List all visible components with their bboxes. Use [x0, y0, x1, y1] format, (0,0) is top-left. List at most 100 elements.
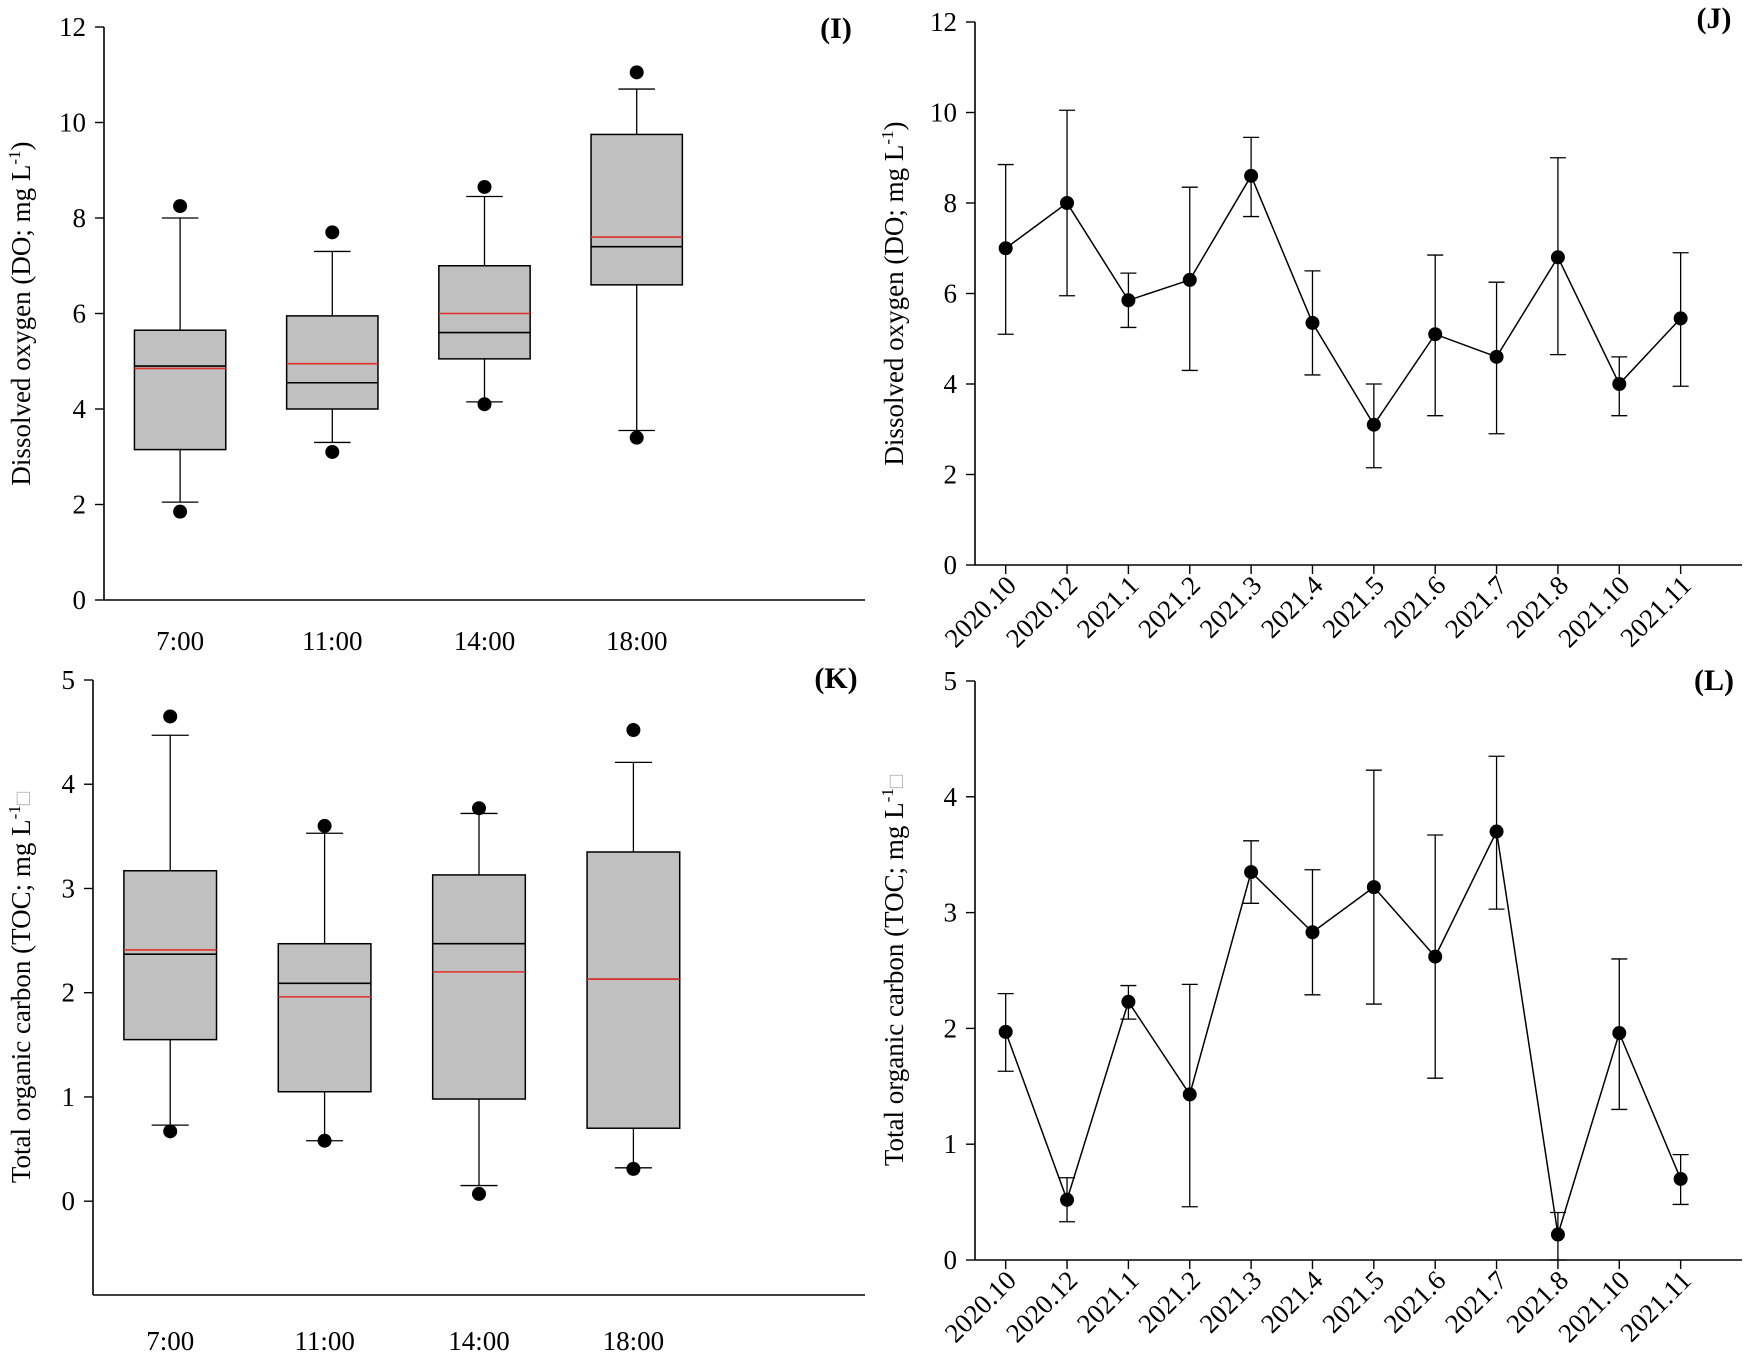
y-tick-label: 12: [59, 12, 86, 42]
y-tick-label: 10: [59, 108, 86, 138]
panel-i-boxplot: 0 2 4 6 8 10 12 (I) Dissolved oxygen (DO; mg L-1…: [5, 12, 865, 656]
panel-label: (I): [820, 12, 852, 45]
outlier-point: [317, 1133, 332, 1148]
outlier-point: [317, 818, 332, 833]
y-tick-label: 1: [944, 1129, 958, 1159]
x-tick-label: 14:00: [448, 1326, 510, 1354]
data-point: [1366, 417, 1381, 432]
outlier-point: [629, 430, 644, 445]
data-point: [1244, 168, 1259, 183]
y-tick-label: 4: [944, 369, 958, 399]
y-tick-label: 0: [73, 585, 87, 615]
series-line: [1004, 829, 1682, 1235]
y-axis-label: Total organic carbon (TOC; mg L-1□: [5, 792, 36, 1183]
y-axis-label-close: □: [10, 792, 35, 805]
y-tick-label: 12: [930, 7, 957, 37]
x-tick-label: 2021.7: [1439, 570, 1513, 644]
y-axis-label: Dissolved oxygen (DO; mg L-1): [5, 141, 36, 485]
y-axis-label-close: □: [883, 775, 908, 788]
series-line: [1005, 174, 1682, 427]
x-tick-label: 2021.5: [1316, 1265, 1390, 1339]
x-tick-label: 2021.7: [1439, 1265, 1513, 1339]
outlier-point: [626, 723, 641, 738]
box: [438, 265, 531, 360]
box: [285, 315, 379, 410]
data-point: [1550, 1227, 1565, 1242]
data-point: [998, 1024, 1013, 1039]
outlier-point: [163, 1124, 178, 1139]
data-point: [1612, 377, 1627, 391]
x-tick-label: 2021.4: [1255, 570, 1329, 644]
box: [590, 133, 684, 286]
y-tick-label: 8: [944, 188, 958, 218]
data-point: [1366, 880, 1381, 895]
x-tick-label: 2021.5: [1316, 570, 1390, 644]
data-point: [1612, 1026, 1627, 1041]
outlier-point: [626, 1161, 641, 1176]
data-point: [998, 241, 1013, 256]
x-tick-label: 2021.1: [1071, 1265, 1145, 1339]
outlier-point: [629, 65, 644, 80]
y-axis-label-superscript: -1: [5, 805, 24, 819]
y-tick-label: 4: [73, 394, 87, 424]
y-axis-label-superscript: -1: [878, 130, 897, 144]
y-tick-label: 5: [62, 665, 76, 695]
y-axis-label-superscript: -1: [5, 150, 24, 164]
data-point: [1489, 824, 1504, 839]
y-axis-label: Total organic carbon (TOC; mg L-1□: [878, 775, 909, 1166]
box: [586, 851, 681, 1129]
x-tick-label: 2021.6: [1378, 1265, 1452, 1339]
x-tick-label: 2021.2: [1132, 1265, 1206, 1339]
x-tick-label: 2021.3: [1194, 1265, 1268, 1339]
data-point: [1673, 311, 1688, 326]
data-point: [1428, 327, 1443, 342]
data-point: [1489, 349, 1504, 364]
x-tick-label: 7:00: [146, 1326, 194, 1354]
x-tick-label: 2021.11: [1614, 1265, 1697, 1348]
data-point: [1428, 949, 1443, 964]
y-tick-label: 5: [944, 666, 958, 696]
x-tick-label: 7:00: [156, 626, 204, 656]
y-axis-label-text: Total organic carbon (TOC; mg L: [6, 819, 36, 1183]
panel-l-lineplot: 0 1 2 3 4 5 (L) Total organic carbon (TOC; mg L…: [878, 664, 1742, 1348]
outlier-point: [472, 1186, 486, 1201]
data-point: [1182, 1087, 1197, 1102]
data-point: [1182, 272, 1197, 287]
x-tick-label: 18:00: [603, 1326, 665, 1354]
y-axis-label-close: ): [879, 121, 909, 130]
x-tick-label: 2021.4: [1255, 1265, 1329, 1339]
outlier-point: [163, 709, 178, 724]
outlier-point: [325, 444, 340, 459]
panel-j-lineplot: 0 2 4 6 8 10 12 (J) Dissolved oxygen (DO; mg L-1…: [878, 2, 1742, 653]
x-tick-label: 2021.2: [1132, 570, 1206, 644]
y-tick-label: 2: [62, 978, 76, 1008]
y-tick-label: 2: [73, 490, 87, 520]
y-tick-label: 3: [944, 898, 958, 928]
y-axis-label-text: Total organic carbon (TOC; mg L: [879, 802, 909, 1166]
outlier-point: [477, 179, 492, 194]
panel-label: (J): [1697, 2, 1732, 35]
box: [277, 942, 372, 1093]
data-point: [1060, 196, 1075, 210]
data-point: [1305, 925, 1320, 940]
panel-label: (K): [814, 662, 857, 695]
y-tick-label: 0: [944, 550, 958, 580]
box: [133, 329, 227, 451]
x-tick-label: 2021.6: [1378, 570, 1452, 644]
data-point: [1673, 1171, 1688, 1186]
panel-k-boxplot: 0 1 2 3 4 5 (K) Total organic carbon (TOC; mg L…: [5, 662, 865, 1354]
data-point: [1060, 1192, 1075, 1207]
y-axis-label-text: Dissolved oxygen (DO; mg L: [879, 145, 909, 466]
y-tick-label: 0: [62, 1186, 76, 1216]
y-tick-label: 8: [73, 203, 87, 233]
outlier-point: [173, 504, 188, 519]
x-tick-label: 2021.11: [1614, 570, 1697, 653]
data-point: [1244, 865, 1259, 880]
y-axis-label-close: ): [6, 141, 36, 150]
y-axis-label-superscript: -1: [878, 788, 897, 802]
x-tick-label: 2021.1: [1071, 570, 1145, 644]
x-tick-label: 11:00: [302, 626, 363, 656]
x-tick-label: 2021.3: [1194, 570, 1268, 644]
y-tick-label: 1: [62, 1082, 76, 1112]
